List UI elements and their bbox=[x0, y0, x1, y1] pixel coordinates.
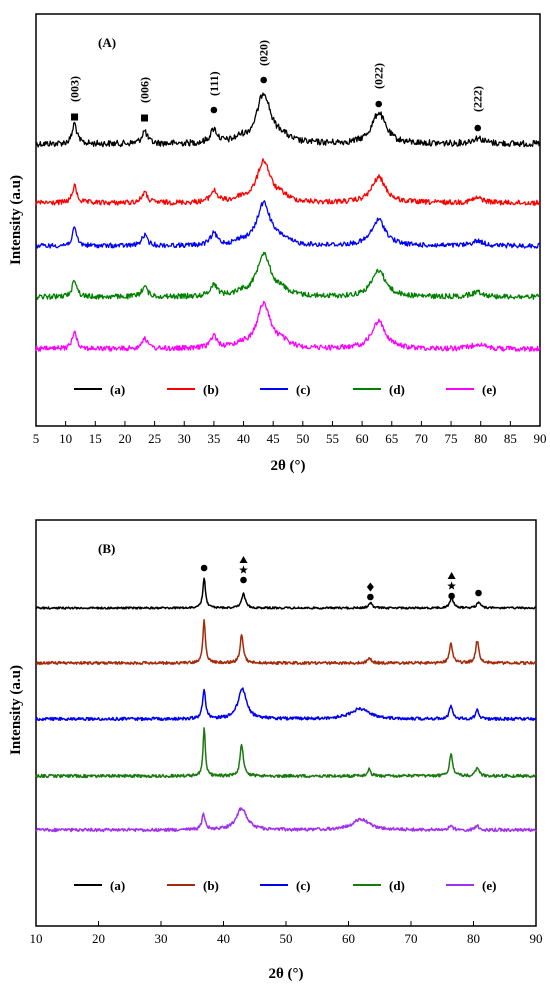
series-line-a bbox=[35, 577, 537, 610]
x-tick-label: 80 bbox=[467, 931, 480, 946]
series-line-d bbox=[35, 251, 541, 300]
star-marker bbox=[447, 581, 456, 590]
panel-b-y-label: Intensity (a.u) bbox=[8, 665, 24, 755]
panel-a: (A) 5 10 15 20 25 30 35 40 45 50 55 60 65 70 75 80 85 90 … bbox=[8, 13, 547, 474]
circle-marker bbox=[210, 106, 218, 114]
x-tick-label: 70 bbox=[405, 931, 418, 946]
legend-label: (b) bbox=[203, 382, 219, 397]
panel-b-label: (B) bbox=[98, 541, 115, 556]
peak-label: (003) bbox=[68, 76, 82, 102]
x-tick-label: 45 bbox=[267, 431, 280, 446]
circle-marker bbox=[240, 576, 247, 584]
x-tick-label: 35 bbox=[207, 431, 220, 446]
x-tick-label: 85 bbox=[504, 431, 517, 446]
series-line-c bbox=[35, 687, 537, 722]
x-tick-label: 40 bbox=[217, 931, 230, 946]
panel-a-peak-annotations: (003) (006) (111) (020) (022) (222) bbox=[68, 40, 485, 132]
x-tick-label: 20 bbox=[118, 431, 131, 446]
panel-a-legend: (a) (b) (c) (d) (e) bbox=[74, 382, 496, 397]
panel-a-x-label: 2θ (°) bbox=[270, 458, 305, 474]
panel-b-peak-annotations bbox=[200, 556, 482, 601]
triangle-marker bbox=[447, 572, 456, 579]
legend-label: (c) bbox=[296, 382, 310, 397]
x-tick-label: 40 bbox=[237, 431, 250, 446]
panel-a-series bbox=[35, 92, 541, 352]
x-tick-label: 10 bbox=[30, 931, 43, 946]
x-tick-label: 55 bbox=[326, 431, 339, 446]
x-tick-label: 75 bbox=[445, 431, 458, 446]
panel-a-frame bbox=[35, 13, 541, 427]
x-tick-label: 30 bbox=[178, 431, 191, 446]
panel-b-x-axis: 10 20 30 40 50 60 70 80 90 bbox=[30, 921, 543, 946]
panel-a-y-label: Intensity (a.u) bbox=[8, 175, 24, 265]
x-tick-label: 60 bbox=[342, 931, 355, 946]
legend-label: (a) bbox=[110, 878, 125, 893]
legend-label: (e) bbox=[482, 878, 496, 893]
square-marker bbox=[141, 114, 149, 122]
series-line-c bbox=[35, 200, 541, 249]
legend-label: (d) bbox=[389, 382, 405, 397]
x-tick-label: 60 bbox=[356, 431, 369, 446]
x-tick-label: 10 bbox=[59, 431, 72, 446]
x-tick-label: 80 bbox=[474, 431, 487, 446]
x-tick-label: 25 bbox=[148, 431, 161, 446]
peak-label: (020) bbox=[257, 40, 271, 66]
peak-label: (222) bbox=[471, 86, 485, 112]
diamond-marker bbox=[366, 582, 374, 592]
x-tick-label: 70 bbox=[415, 431, 428, 446]
x-tick-label: 50 bbox=[280, 931, 293, 946]
panel-b-frame bbox=[35, 519, 537, 927]
x-tick-label: 65 bbox=[385, 431, 398, 446]
x-tick-label: 5 bbox=[33, 431, 40, 446]
x-tick-label: 50 bbox=[296, 431, 309, 446]
series-line-d bbox=[35, 727, 537, 779]
circle-marker bbox=[375, 100, 383, 108]
circle-marker bbox=[475, 589, 482, 597]
peak-label: (022) bbox=[372, 63, 386, 89]
circle-marker bbox=[474, 124, 482, 132]
legend-label: (c) bbox=[296, 878, 310, 893]
panel-b: (B) 10 20 30 40 50 60 70 80 90 (a) (b) (c) (d) (e) 2… bbox=[8, 519, 543, 982]
series-line-e bbox=[35, 300, 541, 352]
legend-label: (b) bbox=[203, 878, 219, 893]
panel-b-legend: (a) (b) (c) (d) (e) bbox=[74, 878, 496, 893]
circle-marker bbox=[260, 76, 267, 84]
circle-marker bbox=[200, 564, 208, 572]
series-line-b bbox=[35, 618, 537, 666]
triangle-marker bbox=[239, 556, 248, 563]
series-line-a bbox=[35, 92, 541, 148]
legend-label: (e) bbox=[482, 382, 496, 397]
x-tick-label: 15 bbox=[89, 431, 102, 446]
peak-label: (006) bbox=[138, 77, 152, 103]
series-line-b bbox=[35, 158, 541, 207]
panel-a-label: (A) bbox=[98, 35, 116, 50]
legend-label: (a) bbox=[110, 382, 125, 397]
panel-a-x-axis: 5 10 15 20 25 30 35 40 45 50 55 60 65 70 75 80 85 90 bbox=[33, 421, 547, 446]
panel-b-series bbox=[35, 577, 537, 833]
series-line-e bbox=[35, 807, 537, 833]
x-tick-label: 90 bbox=[530, 931, 543, 946]
x-tick-label: 90 bbox=[534, 431, 547, 446]
x-tick-label: 20 bbox=[92, 931, 105, 946]
square-marker bbox=[71, 113, 79, 121]
x-tick-label: 30 bbox=[155, 931, 168, 946]
circle-marker bbox=[448, 592, 455, 600]
peak-label: (111) bbox=[207, 71, 221, 96]
legend-label: (d) bbox=[389, 878, 405, 893]
circle-marker bbox=[367, 593, 374, 601]
star-marker bbox=[239, 565, 248, 574]
panel-b-x-label: 2θ (°) bbox=[268, 966, 303, 982]
